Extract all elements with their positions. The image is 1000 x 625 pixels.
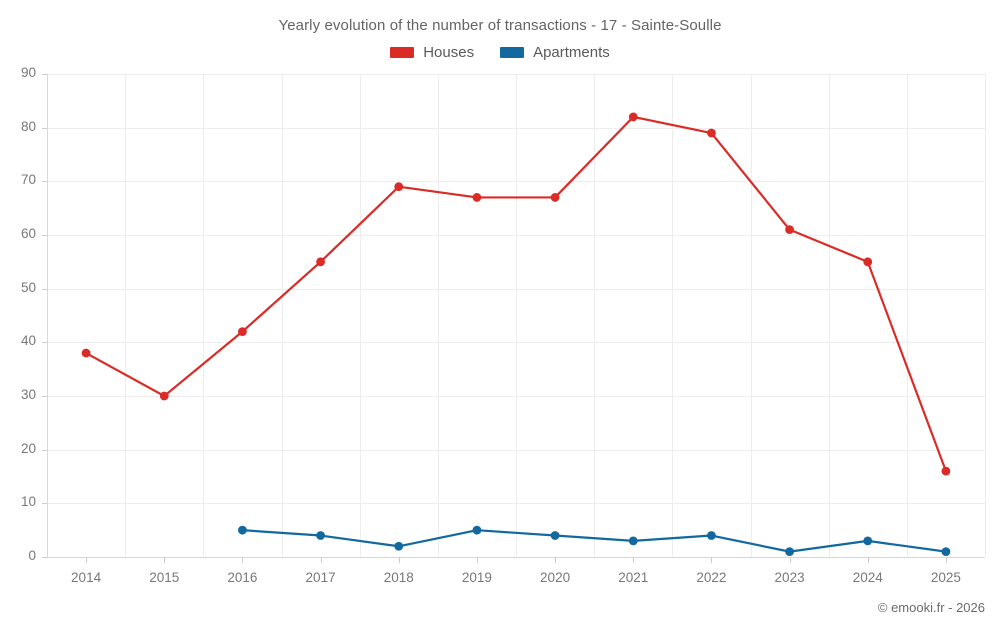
x-axis-tick-label: 2016: [227, 570, 258, 585]
gridline-vertical: [360, 74, 361, 557]
data-point-apartments[interactable]: [550, 531, 560, 540]
data-point-houses[interactable]: [394, 182, 404, 192]
y-axis-tick-label: 60: [20, 226, 36, 241]
legend-label-apartments: Apartments: [533, 44, 610, 61]
y-axis-tick-label: 50: [20, 279, 36, 295]
x-axis-tick-label: 2021: [618, 570, 649, 585]
x-axis-tick-label: 2019: [461, 570, 492, 585]
gridline-vertical: [594, 74, 595, 557]
chart-legend: Houses Apartments: [0, 44, 1000, 61]
x-axis-tick-label: 2017: [305, 570, 336, 585]
data-point-apartments[interactable]: [394, 541, 404, 551]
data-point-houses[interactable]: [707, 128, 716, 138]
x-axis-tick-label: 2022: [696, 570, 727, 585]
gridline-vertical: [125, 74, 126, 557]
gridline-horizontal: [47, 557, 985, 558]
y-axis-tick-label: 40: [20, 333, 36, 349]
data-point-apartments[interactable]: [238, 525, 247, 535]
y-axis-tick-label: 30: [20, 387, 36, 402]
gridline-vertical: [907, 74, 908, 557]
x-axis-tickmark: [321, 557, 322, 563]
legend-label-houses: Houses: [423, 44, 475, 61]
x-axis-tick-label: 2018: [383, 570, 414, 585]
data-point-houses[interactable]: [785, 225, 794, 235]
data-point-houses[interactable]: [941, 466, 951, 476]
y-axis-tick-label: 70: [20, 172, 36, 188]
data-point-apartments[interactable]: [316, 531, 325, 540]
legend-item-houses[interactable]: Houses: [390, 44, 474, 61]
y-axis-tick-label: 10: [20, 494, 36, 510]
x-axis-tickmark: [242, 557, 243, 563]
data-point-houses[interactable]: [316, 257, 325, 267]
x-axis-tickmark: [555, 557, 556, 563]
data-point-houses[interactable]: [472, 193, 482, 202]
y-axis-tickmark: [42, 74, 47, 75]
gridline-vertical: [516, 74, 517, 557]
footer-credit: © emooki.fr - 2026: [877, 600, 985, 615]
gridline-vertical: [282, 74, 283, 557]
y-axis-tickmark: [42, 396, 47, 397]
gridline-vertical: [751, 74, 752, 557]
x-axis-tickmark: [164, 557, 165, 563]
y-axis-tickmark: [42, 557, 47, 558]
x-axis-tickmark: [633, 557, 634, 563]
legend-swatch-apartments: [500, 47, 525, 58]
gridline-vertical: [985, 74, 986, 557]
x-axis-tickmark: [946, 557, 947, 563]
data-point-apartments[interactable]: [941, 547, 951, 557]
x-axis-tickmark: [477, 557, 478, 563]
y-axis-tickmark: [42, 503, 47, 504]
y-axis-tickmark: [42, 128, 47, 129]
data-point-houses[interactable]: [863, 257, 873, 267]
gridline-vertical: [438, 74, 439, 557]
data-point-apartments[interactable]: [863, 536, 873, 546]
y-axis-tickmark: [42, 450, 47, 451]
x-axis-tickmark: [399, 557, 400, 563]
x-axis-tickmark: [86, 557, 87, 563]
gridline-vertical: [672, 74, 673, 557]
y-axis-tick-label: 80: [20, 118, 36, 134]
chart-title: Yearly evolution of the number of transa…: [278, 17, 722, 34]
x-axis-tick-label: 2025: [930, 570, 961, 585]
x-axis-tick-label: 2023: [774, 570, 805, 585]
x-axis-tickmark: [868, 557, 869, 563]
x-axis-tick-label: 2020: [540, 570, 571, 585]
data-point-houses[interactable]: [550, 193, 560, 202]
data-point-houses[interactable]: [238, 327, 247, 336]
y-axis-tick-label: 20: [20, 440, 36, 456]
legend-swatch-houses: [390, 47, 415, 58]
data-point-houses[interactable]: [81, 348, 91, 358]
data-point-apartments[interactable]: [472, 525, 482, 535]
data-point-apartments[interactable]: [628, 536, 638, 546]
y-axis-tickmark: [42, 235, 47, 236]
gridline-vertical: [829, 74, 830, 557]
y-axis-line: [47, 74, 48, 558]
y-axis-tickmark: [42, 342, 47, 343]
y-axis-tick-label: 0: [28, 548, 36, 563]
gridline-vertical: [203, 74, 204, 557]
x-axis-tick-label: 2014: [71, 570, 102, 585]
data-point-houses[interactable]: [628, 112, 638, 122]
y-axis-tickmark: [42, 181, 47, 182]
x-axis-tick-label: 2015: [149, 570, 180, 585]
data-point-apartments[interactable]: [785, 547, 794, 557]
x-axis-tickmark: [790, 557, 791, 563]
legend-item-apartments[interactable]: Apartments: [500, 44, 610, 61]
y-axis-tick-label: 90: [20, 65, 36, 80]
x-axis-tickmark: [711, 557, 712, 563]
y-axis-tickmark: [42, 289, 47, 290]
data-point-apartments[interactable]: [707, 531, 716, 540]
x-axis-tick-label: 2024: [852, 570, 883, 585]
